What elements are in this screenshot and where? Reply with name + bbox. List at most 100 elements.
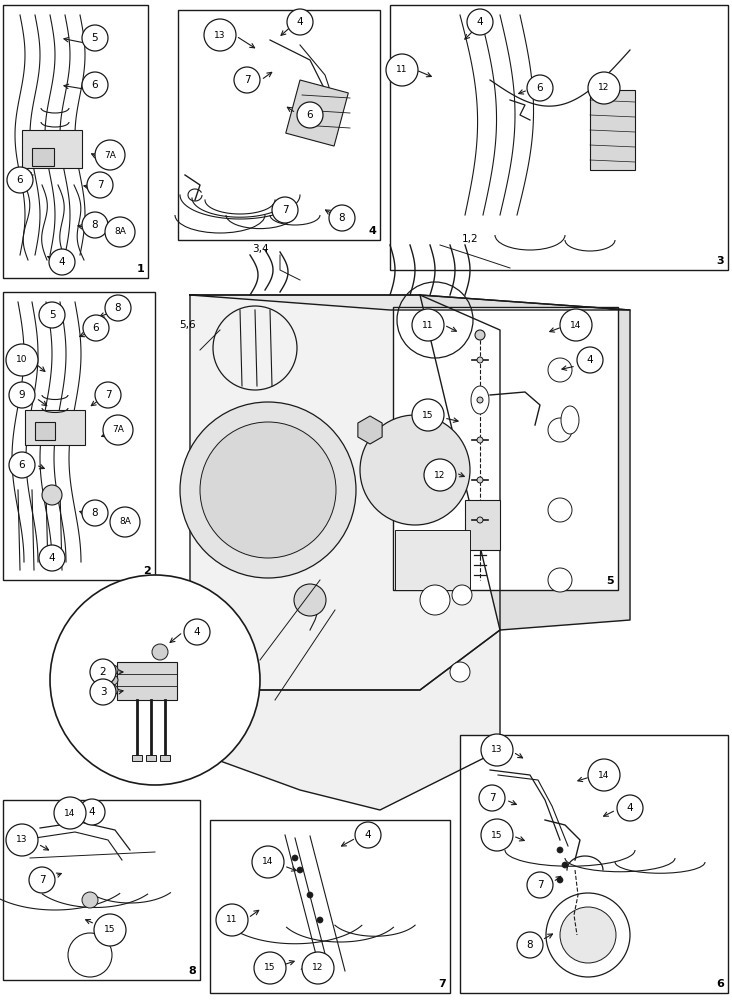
Text: 7: 7: [39, 875, 45, 885]
Text: 7A: 7A: [112, 426, 124, 434]
Bar: [3, 292, 155, 580]
Text: 12: 12: [598, 84, 610, 93]
Circle shape: [355, 822, 381, 848]
Circle shape: [307, 892, 313, 898]
Circle shape: [7, 167, 33, 193]
Circle shape: [82, 25, 108, 51]
Text: 7: 7: [537, 880, 543, 890]
Circle shape: [560, 309, 592, 341]
Polygon shape: [190, 630, 500, 810]
Text: 7: 7: [282, 205, 288, 215]
Text: 4: 4: [49, 553, 56, 563]
Circle shape: [527, 75, 553, 101]
Circle shape: [481, 819, 513, 851]
Circle shape: [577, 347, 603, 373]
Circle shape: [477, 437, 483, 443]
Bar: [285, 80, 348, 146]
Text: 7A: 7A: [104, 150, 116, 159]
Circle shape: [412, 309, 444, 341]
Text: 8: 8: [115, 303, 122, 313]
Bar: [393, 307, 618, 590]
Circle shape: [49, 249, 75, 275]
Text: 7: 7: [97, 180, 103, 190]
Text: 14: 14: [598, 770, 610, 780]
Circle shape: [200, 422, 336, 558]
Circle shape: [180, 402, 356, 578]
Text: 4: 4: [296, 17, 303, 27]
Circle shape: [548, 418, 572, 442]
Text: 6: 6: [92, 80, 98, 90]
Circle shape: [110, 507, 140, 537]
Circle shape: [9, 452, 35, 478]
Circle shape: [424, 459, 456, 491]
Text: 9: 9: [19, 390, 26, 400]
Circle shape: [477, 477, 483, 483]
Text: 7: 7: [244, 75, 250, 85]
Circle shape: [95, 140, 125, 170]
Circle shape: [294, 584, 326, 616]
Circle shape: [68, 933, 112, 977]
Bar: [117, 662, 177, 700]
Bar: [25, 410, 85, 445]
Circle shape: [557, 877, 563, 883]
Bar: [178, 10, 380, 240]
Circle shape: [152, 644, 168, 660]
Bar: [390, 5, 728, 270]
Circle shape: [184, 619, 210, 645]
Text: 12: 12: [434, 471, 446, 480]
Circle shape: [94, 914, 126, 946]
Circle shape: [477, 397, 483, 403]
Text: 5: 5: [606, 576, 614, 586]
Circle shape: [546, 893, 630, 977]
Circle shape: [527, 872, 553, 898]
Circle shape: [450, 662, 470, 682]
Circle shape: [82, 72, 108, 98]
Text: 11: 11: [396, 66, 408, 75]
Text: 2: 2: [100, 667, 106, 677]
Circle shape: [477, 517, 483, 523]
Circle shape: [317, 917, 323, 923]
Circle shape: [108, 665, 118, 675]
Text: 5: 5: [92, 33, 98, 43]
Circle shape: [82, 500, 108, 526]
Circle shape: [517, 932, 543, 958]
Text: 2: 2: [143, 566, 151, 576]
Circle shape: [481, 734, 513, 766]
Text: 7: 7: [489, 793, 496, 803]
Text: 8A: 8A: [119, 518, 131, 526]
Text: 3: 3: [100, 687, 106, 697]
Circle shape: [588, 72, 620, 104]
Text: 8: 8: [339, 213, 346, 223]
Text: 13: 13: [16, 836, 28, 844]
Text: 10: 10: [16, 356, 28, 364]
Text: 14: 14: [262, 857, 274, 866]
Circle shape: [212, 630, 232, 650]
Text: 15: 15: [264, 964, 276, 972]
Text: 4: 4: [586, 355, 594, 365]
Text: 6: 6: [17, 175, 23, 185]
Bar: [460, 735, 728, 993]
Text: 3: 3: [717, 256, 724, 266]
Text: 8A: 8A: [114, 228, 126, 236]
Text: 6: 6: [19, 460, 26, 470]
Circle shape: [29, 867, 55, 893]
Text: 11: 11: [422, 320, 434, 330]
Bar: [132, 755, 142, 761]
Circle shape: [467, 9, 493, 35]
Bar: [35, 422, 55, 440]
Text: 5,6: 5,6: [179, 320, 196, 330]
Text: 4: 4: [365, 830, 371, 840]
Text: 4: 4: [368, 226, 376, 236]
Text: 8: 8: [527, 940, 534, 950]
Circle shape: [6, 344, 38, 376]
Circle shape: [108, 685, 118, 695]
Bar: [3, 5, 148, 278]
Circle shape: [50, 575, 260, 785]
Text: 12: 12: [313, 964, 324, 972]
Circle shape: [548, 498, 572, 522]
Circle shape: [54, 797, 86, 829]
Circle shape: [254, 952, 286, 984]
Text: 5: 5: [49, 310, 56, 320]
Circle shape: [82, 212, 108, 238]
Circle shape: [87, 172, 113, 198]
